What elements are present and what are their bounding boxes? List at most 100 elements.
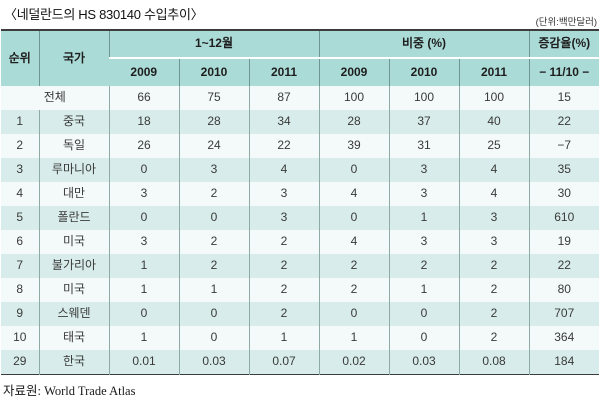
value-cell: 18: [108, 110, 179, 134]
country-cell: 루마니아: [38, 158, 109, 182]
value-cell: 2: [178, 254, 249, 278]
rank-cell: 8: [16, 282, 24, 297]
table-row: 4 대만 3 2 3 4 3 4 30: [1, 182, 599, 206]
value-cell: 1: [388, 278, 459, 302]
value-cell: 2: [248, 302, 319, 326]
rank-cell: 10: [13, 330, 27, 345]
header-year-row: 2009 2010 2011 2009 2010 2011 − 11/10 −: [1, 57, 599, 86]
table-row: 6 미국 3 2 2 4 3 3 19: [1, 230, 599, 254]
value-cell: 75: [178, 86, 249, 110]
table-row: 9 스웨덴 0 0 2 0 0 2 707: [1, 302, 599, 326]
value-cell: 2: [248, 254, 319, 278]
value-cell: 0.03: [178, 350, 249, 374]
value-cell: 364: [528, 326, 599, 350]
value-cell: 0: [178, 302, 249, 326]
value-cell: 0.08: [458, 350, 529, 374]
value-cell: 3: [458, 230, 529, 254]
country-cell: 중국: [38, 110, 109, 134]
value-cell: 707: [528, 302, 599, 326]
table-row: 3 루마니아 0 3 4 0 3 4 35: [1, 158, 599, 182]
value-cell: 35: [528, 158, 599, 182]
source-note: 자료원: World Trade Atlas: [3, 383, 136, 398]
value-cell: 0: [108, 302, 179, 326]
year-header: 2011: [248, 57, 319, 86]
value-cell: 1: [318, 326, 389, 350]
table-row: 전체 66 75 87 100 100 100 15: [1, 86, 599, 110]
value-cell: 0: [318, 206, 389, 230]
table-row: 1 중국 18 28 34 28 37 40 22: [1, 110, 599, 134]
value-cell: 0.03: [388, 350, 459, 374]
value-cell: 3: [458, 206, 529, 230]
country-cell: 독일: [38, 134, 109, 158]
value-cell: 4: [458, 158, 529, 182]
rank-cell: 3: [16, 162, 24, 177]
value-cell: 26: [108, 134, 179, 158]
period-group-header: 1~12월: [108, 30, 319, 58]
value-cell: 610: [528, 206, 599, 230]
value-cell: 37: [388, 110, 459, 134]
value-cell: 3: [178, 158, 249, 182]
value-cell: −7: [528, 134, 599, 158]
value-cell: 1: [248, 326, 319, 350]
country-cell: 미국: [38, 278, 109, 302]
value-cell: 2: [458, 278, 529, 302]
value-cell: 184: [528, 350, 599, 374]
country-header: 국가: [38, 30, 109, 86]
import-table: 순위 국가 1~12월 비중 (%) 증감율(%) 2009 2010 2011…: [1, 29, 599, 375]
value-cell: 0.07: [248, 350, 319, 374]
value-cell: 3: [248, 206, 319, 230]
value-cell: 34: [248, 110, 319, 134]
change-subheader: − 11/10 −: [528, 57, 599, 86]
country-cell: 태국: [38, 326, 109, 350]
value-cell: 30: [528, 182, 599, 206]
country-cell: 미국: [38, 230, 109, 254]
year-header: 2011: [458, 57, 529, 86]
country-cell: 폴란드: [38, 206, 109, 230]
value-cell: 3: [108, 230, 179, 254]
value-cell: 80: [528, 278, 599, 302]
value-cell: 0.01: [108, 350, 179, 374]
value-cell: 0: [178, 206, 249, 230]
value-cell: 1: [178, 278, 249, 302]
year-header: 2010: [388, 57, 459, 86]
country-cell: 한국: [38, 350, 109, 374]
value-cell: 1: [388, 206, 459, 230]
year-header: 2009: [109, 57, 179, 86]
rank-cell: 9: [16, 306, 24, 321]
value-cell: 39: [318, 134, 389, 158]
value-cell: 2: [458, 326, 529, 350]
change-group-header: 증감율(%): [528, 30, 599, 58]
value-cell: 22: [528, 254, 599, 278]
table-header: 순위 국가 1~12월 비중 (%) 증감율(%) 2009 2010 2011…: [1, 30, 599, 86]
value-cell: 2: [248, 230, 319, 254]
value-cell: 22: [248, 134, 319, 158]
value-cell: 100: [458, 86, 529, 110]
rank-cell: 6: [16, 234, 24, 249]
value-cell: 3: [248, 182, 319, 206]
value-cell: 19: [528, 230, 599, 254]
country-cell: 불가리아: [38, 254, 109, 278]
value-cell: 24: [178, 134, 249, 158]
table-row: 7 불가리아 1 2 2 2 2 2 22: [1, 254, 599, 278]
unit-note: (단위:백만달러): [535, 17, 597, 28]
country-cell: 대만: [38, 182, 109, 206]
value-cell: 2: [178, 182, 249, 206]
table-row: 10 태국 1 0 1 1 0 2 364: [1, 326, 599, 350]
value-cell: 0.02: [318, 350, 389, 374]
value-cell: 22: [528, 110, 599, 134]
value-cell: 28: [318, 110, 389, 134]
value-cell: 2: [318, 254, 389, 278]
value-cell: 1: [108, 278, 179, 302]
rank-cell: 4: [16, 186, 24, 201]
value-cell: 3: [388, 182, 459, 206]
title-bar: 〈네덜란드의 HS 830140 수입추이〉 (단위:백만달러): [1, 0, 599, 29]
value-cell: 2: [388, 254, 459, 278]
value-cell: 3: [388, 158, 459, 182]
value-cell: 0: [388, 302, 459, 326]
value-cell: 0: [318, 158, 389, 182]
value-cell: 3: [108, 182, 179, 206]
value-cell: 100: [318, 86, 389, 110]
value-cell: 2: [248, 278, 319, 302]
value-cell: 0: [108, 158, 179, 182]
value-cell: 40: [458, 110, 529, 134]
